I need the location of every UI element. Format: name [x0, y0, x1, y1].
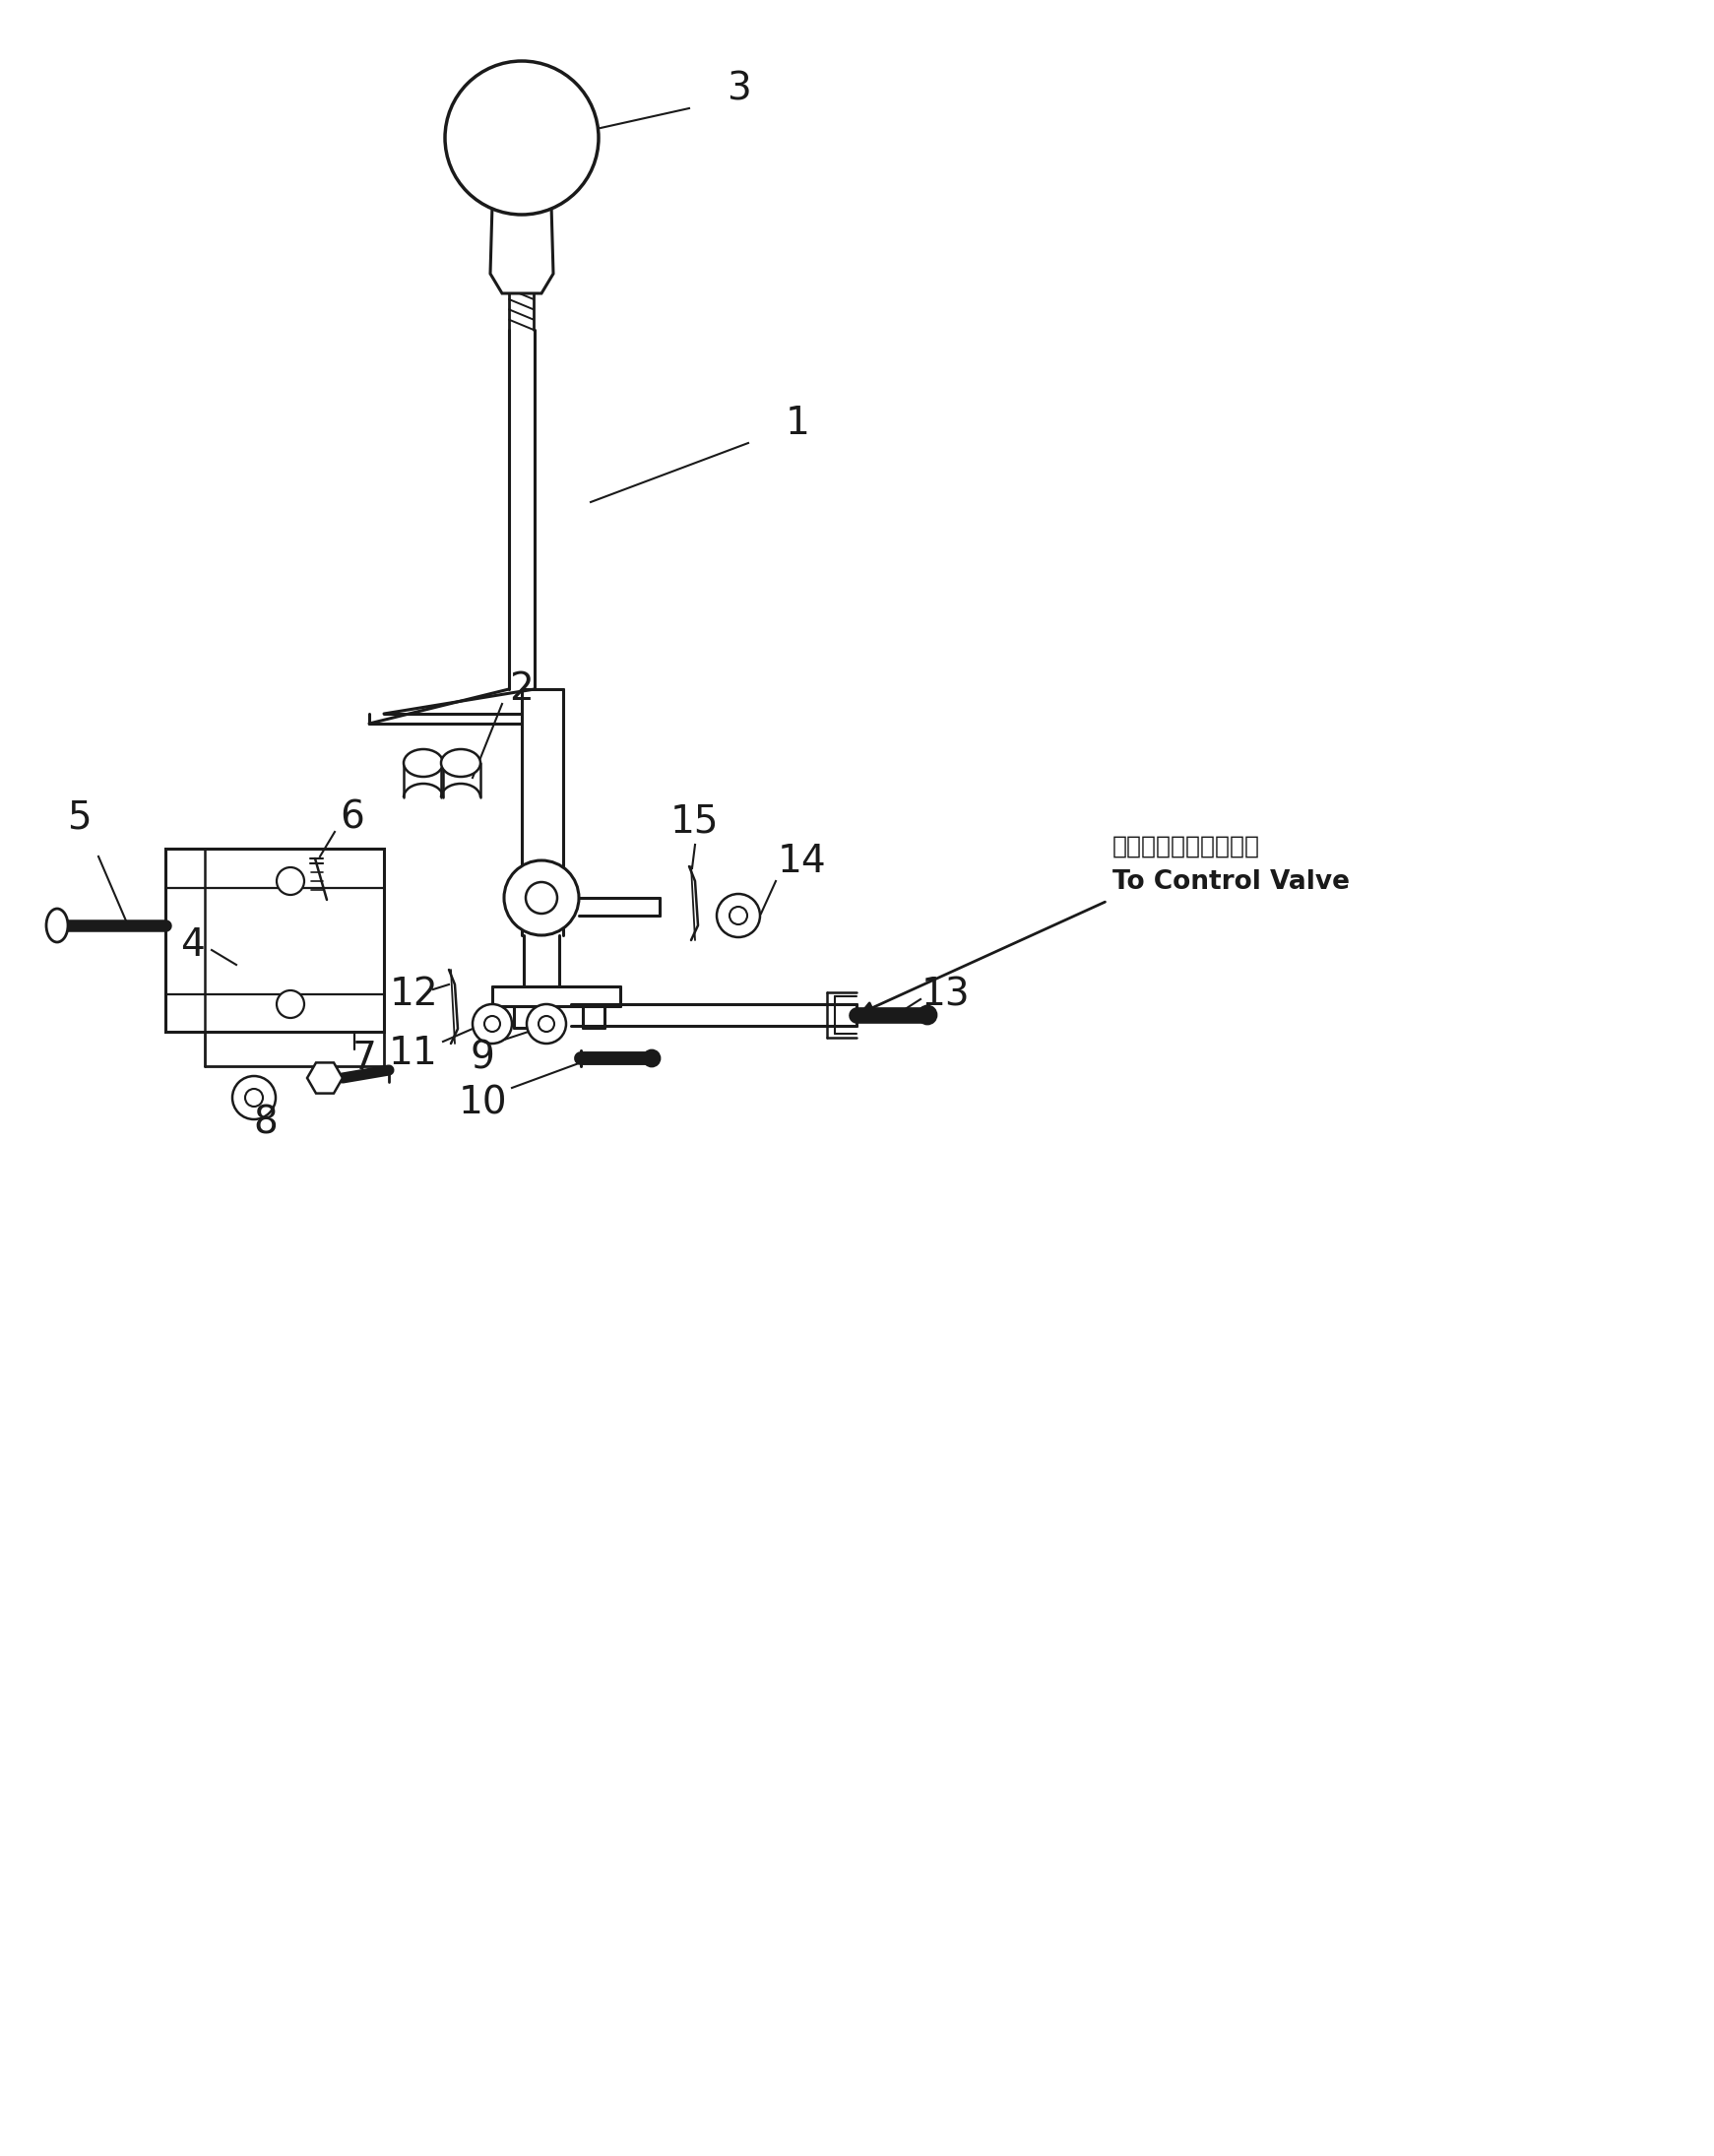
Bar — [165, 849, 384, 1033]
Text: 2: 2 — [509, 671, 535, 707]
Text: 8: 8 — [254, 1104, 278, 1141]
Text: 11: 11 — [389, 1035, 439, 1072]
Circle shape — [276, 990, 303, 1018]
Circle shape — [245, 1089, 262, 1106]
Polygon shape — [490, 205, 554, 293]
Ellipse shape — [440, 748, 480, 776]
Circle shape — [504, 860, 579, 936]
Circle shape — [276, 867, 303, 895]
Text: 7: 7 — [351, 1039, 377, 1078]
Circle shape — [446, 60, 598, 216]
Text: 12: 12 — [389, 977, 437, 1013]
Text: 15: 15 — [670, 804, 718, 841]
Circle shape — [526, 882, 557, 914]
Text: コントロールバルブへ: コントロールバルブへ — [1112, 834, 1260, 858]
Text: 13: 13 — [920, 977, 970, 1013]
Circle shape — [919, 1007, 936, 1024]
Circle shape — [538, 1015, 554, 1033]
Text: 9: 9 — [470, 1039, 495, 1078]
Text: 5: 5 — [67, 798, 91, 837]
Circle shape — [473, 1005, 512, 1044]
Circle shape — [526, 1005, 566, 1044]
Circle shape — [644, 1050, 660, 1067]
Ellipse shape — [46, 908, 69, 942]
Text: 1: 1 — [785, 405, 809, 442]
Text: To Control Valve: To Control Valve — [1112, 869, 1349, 895]
Text: 14: 14 — [778, 843, 826, 880]
Circle shape — [716, 895, 759, 938]
Text: 3: 3 — [727, 69, 751, 108]
Ellipse shape — [403, 748, 442, 776]
Circle shape — [485, 1015, 500, 1033]
Text: 4: 4 — [180, 927, 204, 964]
Circle shape — [233, 1076, 276, 1119]
Text: 6: 6 — [339, 798, 365, 837]
Text: 10: 10 — [458, 1084, 507, 1121]
Circle shape — [730, 908, 747, 925]
